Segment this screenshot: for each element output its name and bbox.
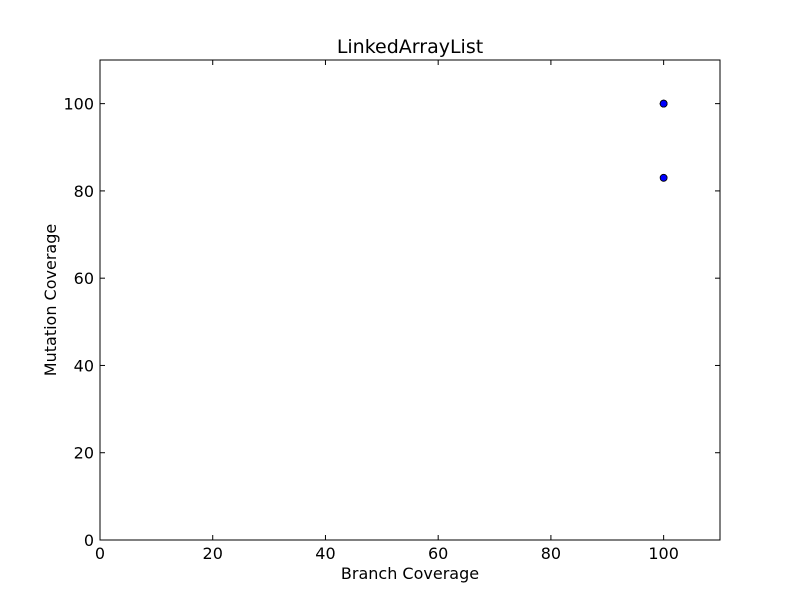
plot-area: 0 20 40 60 80 100 0 20 40 60 80 100	[63, 59, 721, 563]
x-tick-label: 100	[648, 544, 679, 563]
x-tick-label: 40	[315, 544, 335, 563]
y-tick-label: 20	[74, 444, 94, 463]
y-tick-label: 80	[74, 182, 94, 201]
y-tick-label: 60	[74, 269, 94, 288]
scatter-point	[659, 173, 668, 182]
y-tick-label: 0	[84, 531, 94, 550]
y-tick-label: 40	[74, 356, 94, 375]
x-tick-label: 60	[428, 544, 448, 563]
data-points	[659, 99, 668, 182]
chart-title: LinkedArrayList	[337, 36, 483, 58]
y-axis-ticks: 0 20 40 60 80 100	[63, 95, 720, 550]
scatter-point	[659, 99, 668, 108]
y-axis-label: Mutation Coverage	[41, 224, 60, 376]
x-axis-ticks: 0 20 40 60 80 100	[95, 60, 679, 563]
axes-frame	[99, 59, 721, 541]
y-tick-label: 100	[63, 95, 94, 114]
x-tick-label: 0	[95, 544, 105, 563]
x-axis-label: Branch Coverage	[341, 564, 479, 583]
x-tick-label: 20	[203, 544, 223, 563]
x-tick-label: 80	[541, 544, 561, 563]
